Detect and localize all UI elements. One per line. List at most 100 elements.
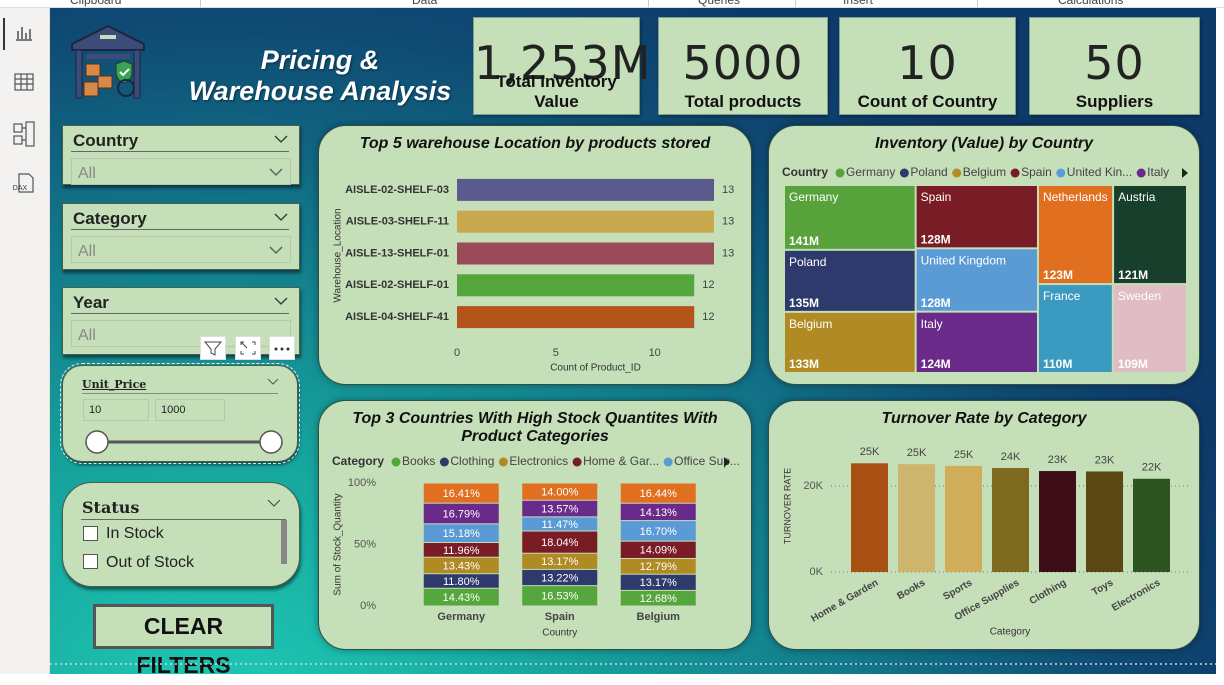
data-label: 25K xyxy=(907,447,927,459)
clear-filters-button[interactable]: CLEAR FILTERS xyxy=(93,604,274,678)
treemap-cell xyxy=(785,250,915,311)
status-slicer[interactable]: Status In Stock Out of Stock xyxy=(62,482,300,587)
data-label: 13 xyxy=(722,247,734,259)
category-slicer[interactable]: Category All xyxy=(62,203,300,270)
year-slicer[interactable]: Year All xyxy=(62,287,300,355)
category-label: AISLE-04-SHELF-41 xyxy=(345,311,449,323)
chevron[interactable] xyxy=(273,296,289,306)
focus-mode-icon[interactable] xyxy=(235,336,261,360)
y-axis-label: TURNOVER RATE xyxy=(782,468,792,544)
country-slicer[interactable]: Country All xyxy=(62,125,300,185)
slicer-dropdown[interactable]: All xyxy=(71,158,291,185)
option-label[interactable]: In Stock xyxy=(106,525,164,542)
slicer-label: Unit_Price xyxy=(82,378,147,391)
option-label[interactable]: Out of Stock xyxy=(106,554,195,571)
checkbox[interactable] xyxy=(83,526,98,541)
data-label: 16.44% xyxy=(640,488,678,500)
legend-label: Home & Gar... xyxy=(583,454,659,468)
legend-marker xyxy=(1010,168,1020,178)
slicer-selection: All xyxy=(78,243,96,260)
bar-segment xyxy=(620,558,696,574)
ribbon-group[interactable]: Calculations xyxy=(1058,0,1124,7)
bar-segment xyxy=(522,586,598,606)
slicer-label: Year xyxy=(73,293,109,312)
chart: Category Books Clothing Electronics Home & G… xyxy=(332,454,740,638)
ribbon-group[interactable]: Insert xyxy=(843,0,874,7)
cell-label: France xyxy=(1043,289,1081,303)
cell-label: Italy xyxy=(921,317,943,331)
filter-icon[interactable] xyxy=(200,336,226,360)
slicer-dropdown[interactable]: All xyxy=(71,236,291,263)
data-label: 14.13% xyxy=(640,507,678,519)
dax-icon-label: DAX xyxy=(13,185,28,192)
cell-label: Sweden xyxy=(1118,289,1161,303)
chart-title: Turnover Rate by Category xyxy=(881,410,1087,427)
legend-label: Electronics xyxy=(509,454,568,468)
category-label: AISLE-02-SHELF-03 xyxy=(345,184,449,196)
category-label: AISLE-13-SHELF-01 xyxy=(345,247,449,259)
unit-price-slicer[interactable]: Unit_Price 10 1000 xyxy=(60,363,300,464)
y-axis-label: Sum of Stock_Quantity xyxy=(333,493,344,595)
data-label: 12 xyxy=(702,311,714,323)
report-view-icon[interactable] xyxy=(3,18,32,50)
cell-value-label: 110M xyxy=(1043,357,1072,371)
legend-marker xyxy=(899,168,909,178)
cell-label: Austria xyxy=(1118,190,1156,204)
kpi-card: 50 Suppliers xyxy=(1029,17,1200,115)
range-slider[interactable] xyxy=(78,428,293,456)
bar-segment xyxy=(620,541,696,558)
legend-marker xyxy=(1056,168,1066,178)
cell-label: United Kingdom xyxy=(921,253,1006,267)
data-label: 16.70% xyxy=(640,526,678,538)
kpi-label: Total products xyxy=(684,92,802,111)
y-tick-label: 20K xyxy=(803,480,823,492)
chart: Country Germany Poland Belgium Spain United K… xyxy=(782,165,1188,372)
x-tick-label: Books xyxy=(895,577,927,602)
cell-label: Poland xyxy=(789,255,826,269)
legend-label: Belgium xyxy=(963,165,1006,179)
model-view-icon[interactable] xyxy=(13,121,35,147)
more-options-icon[interactable] xyxy=(269,336,295,360)
min-input[interactable]: 10 xyxy=(83,399,149,421)
chevron[interactable] xyxy=(273,212,289,222)
legend-marker xyxy=(439,457,449,467)
cell-value-label: 141M xyxy=(789,234,819,248)
legend-marker xyxy=(1136,168,1146,178)
x-tick-label: Clothing xyxy=(1028,577,1069,607)
checkbox[interactable] xyxy=(83,554,98,569)
chart-title: Inventory (Value) by Country xyxy=(874,135,1094,152)
cell-label: Netherlands xyxy=(1043,190,1108,204)
bar-segment xyxy=(423,543,499,557)
slicer-dropdown[interactable]: All xyxy=(71,320,291,347)
bar-segment xyxy=(522,569,598,586)
bar xyxy=(457,274,695,297)
bar-segment xyxy=(423,524,499,543)
ribbon-group[interactable]: Data xyxy=(412,0,438,7)
data-label: 13.22% xyxy=(541,572,579,584)
max-input[interactable]: 1000 xyxy=(155,399,225,421)
table-view-icon[interactable] xyxy=(14,73,34,91)
bar xyxy=(457,178,714,201)
y-tick-label: 0% xyxy=(360,600,376,612)
chevron[interactable] xyxy=(273,134,289,144)
x-tick-label: Belgium xyxy=(637,611,681,623)
legend-title: Country xyxy=(782,165,828,179)
legend-label: Books xyxy=(402,454,435,468)
bar xyxy=(992,468,1029,572)
cell-label: Belgium xyxy=(789,317,832,331)
legend-label: Germany xyxy=(846,165,895,179)
chart-panel: Turnover Rate by Category 0K 20K 25K Home &… xyxy=(768,400,1200,650)
legend-marker xyxy=(835,168,845,178)
legend-label: Poland xyxy=(910,165,947,179)
bar xyxy=(898,464,935,572)
ribbon-group: Clipboard xyxy=(70,0,122,7)
legend-marker xyxy=(952,168,962,178)
cell-label: Spain xyxy=(921,190,952,204)
dax-view-icon[interactable] xyxy=(18,173,34,193)
chart: 0K 20K 25K Home & Garden 25K Books 25K Sports 24… xyxy=(782,446,1191,638)
chart-panel: Top 5 warehouse Location by products sto… xyxy=(318,125,752,385)
kpi-card: 1,253M Total Inventory Value xyxy=(473,17,650,115)
bar-segment xyxy=(620,521,696,541)
ribbon-group[interactable]: Queries xyxy=(698,0,741,7)
treemap-cell xyxy=(916,249,1037,311)
